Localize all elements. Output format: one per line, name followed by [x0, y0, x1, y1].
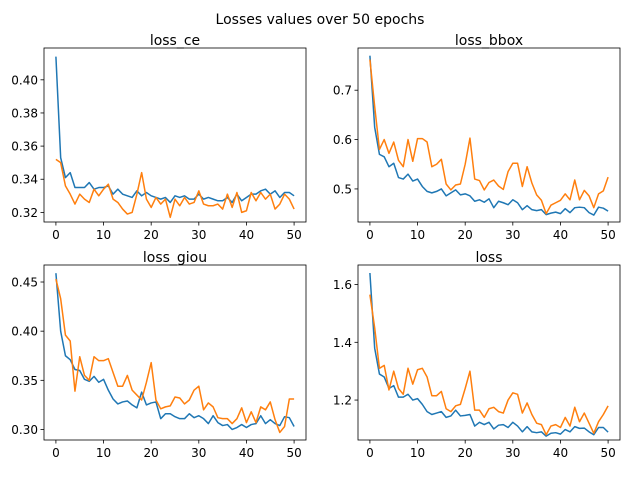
subplot-title: loss_bbox	[455, 33, 523, 49]
y-tick-label: 0.45	[11, 276, 38, 290]
x-tick-label: 0	[366, 228, 374, 242]
x-tick-label: 50	[600, 228, 615, 242]
x-tick-label: 40	[239, 228, 254, 242]
subplot-loss-bbox: loss_bbox 0 10 20 30 40 50 0.5 0.6 0.7	[333, 33, 621, 242]
x-tick-label: 10	[96, 446, 111, 460]
x-tick-label: 40	[239, 446, 254, 460]
x-tick-label: 10	[96, 228, 111, 242]
x-tick-label: 0	[366, 446, 374, 460]
y-tick-label: 0.7	[333, 84, 352, 98]
x-tick-label: 30	[191, 446, 206, 460]
subplot-title: loss	[475, 250, 502, 266]
y-tick-label: 0.40	[11, 73, 38, 87]
x-tick-label: 30	[505, 228, 520, 242]
axes-frame	[43, 264, 307, 441]
y-tick-label: 0.34	[11, 173, 38, 187]
x-tick-label: 20	[144, 228, 159, 242]
y-tick-label: 0.6	[333, 133, 352, 147]
x-tick-label: 30	[191, 228, 206, 242]
x-tick-label: 0	[52, 228, 60, 242]
series-1-line	[369, 55, 609, 216]
y-tick-label: 0.35	[11, 374, 38, 388]
series-1-line	[55, 56, 295, 204]
y-tick-label: 0.30	[11, 423, 38, 437]
x-tick-label: 40	[553, 228, 568, 242]
figure-title: Losses values over 50 epochs	[216, 12, 425, 28]
y-tick-label: 1.2	[333, 394, 352, 408]
x-tick-label: 50	[600, 446, 615, 460]
x-tick-label: 40	[553, 446, 568, 460]
subplot-loss-giou: loss_giou 0 10 20 30 40 50 0.30 0.35 0.40 0.45	[11, 250, 307, 460]
x-tick-label: 30	[505, 446, 520, 460]
y-tick-label: 0.40	[11, 325, 38, 339]
series-2-line	[369, 294, 609, 436]
x-tick-label: 20	[458, 446, 473, 460]
x-tick-label: 10	[410, 228, 425, 242]
y-tick-label: 1.6	[333, 278, 352, 292]
series-2-line	[369, 59, 609, 215]
axes-frame	[43, 47, 307, 223]
x-tick-label: 50	[286, 446, 301, 460]
y-tick-label: 0.36	[11, 140, 38, 154]
y-tick-label: 0.38	[11, 106, 38, 120]
x-tick-label: 20	[458, 228, 473, 242]
series-2-line	[55, 158, 295, 219]
x-tick-label: 50	[286, 228, 301, 242]
series-2-line	[55, 278, 295, 434]
y-tick-label: 0.5	[333, 182, 352, 196]
subplot-loss: loss 0 10 20 30 40 50 1.2 1.4 1.6	[333, 250, 621, 460]
subplot-loss-ce: loss_ce 0 10 20 30 40 50 0.32 0.34 0.36 0.38 0.40	[11, 33, 307, 242]
axes-frame	[357, 47, 621, 223]
x-tick-label: 20	[144, 446, 159, 460]
axes-frame	[357, 264, 621, 441]
series-1-line	[55, 273, 295, 431]
subplot-title: loss_giou	[143, 250, 207, 266]
y-tick-label: 0.32	[11, 206, 38, 220]
x-tick-label: 10	[410, 446, 425, 460]
subplot-title: loss_ce	[150, 33, 200, 49]
series-1-line	[369, 272, 609, 437]
x-tick-label: 0	[52, 446, 60, 460]
y-tick-label: 1.4	[333, 336, 352, 350]
